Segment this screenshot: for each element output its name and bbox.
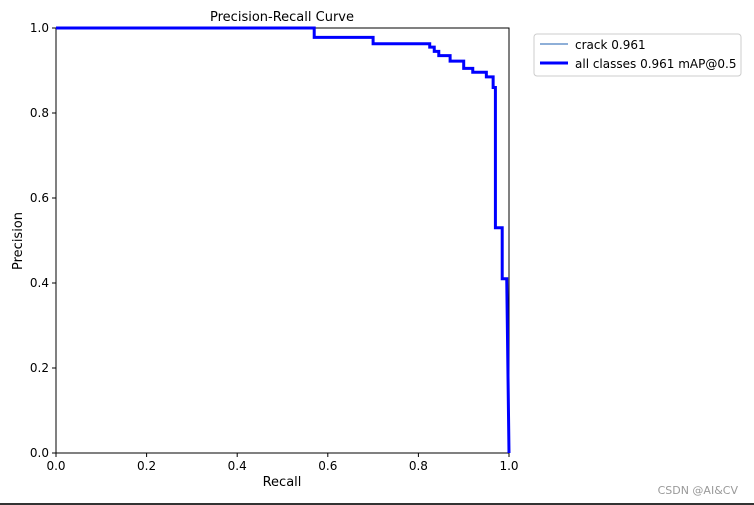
x-tick-label: 0.4 bbox=[228, 459, 247, 473]
y-tick-label: 0.8 bbox=[30, 106, 49, 120]
x-tick-label: 0.6 bbox=[318, 459, 337, 473]
watermark-text: CSDN @AI&CV bbox=[658, 484, 738, 497]
x-tick-label: 0.2 bbox=[137, 459, 156, 473]
x-tick-label: 1.0 bbox=[499, 459, 518, 473]
y-tick-label: 0.0 bbox=[30, 446, 49, 460]
legend-label-all-classes: all classes 0.961 mAP@0.5 bbox=[575, 57, 736, 71]
y-axis-label: Precision bbox=[11, 212, 26, 270]
y-tick-label: 0.4 bbox=[30, 276, 49, 290]
plot-frame bbox=[56, 28, 509, 453]
legend: crack 0.961 all classes 0.961 mAP@0.5 bbox=[534, 34, 741, 76]
y-tick-label: 1.0 bbox=[30, 21, 49, 35]
x-axis-label: Recall bbox=[263, 475, 302, 490]
legend-label-crack: crack 0.961 bbox=[575, 38, 646, 52]
x-axis-ticks: 0.0 0.2 0.4 0.6 0.8 1.0 bbox=[46, 453, 518, 473]
x-tick-label: 0.8 bbox=[409, 459, 428, 473]
chart-title: Precision-Recall Curve bbox=[210, 10, 354, 25]
y-tick-label: 0.2 bbox=[30, 361, 49, 375]
x-tick-label: 0.0 bbox=[46, 459, 65, 473]
y-tick-label: 0.6 bbox=[30, 191, 49, 205]
y-axis-ticks: 0.0 0.2 0.4 0.6 0.8 1.0 bbox=[30, 21, 56, 460]
plot-area bbox=[56, 28, 509, 453]
